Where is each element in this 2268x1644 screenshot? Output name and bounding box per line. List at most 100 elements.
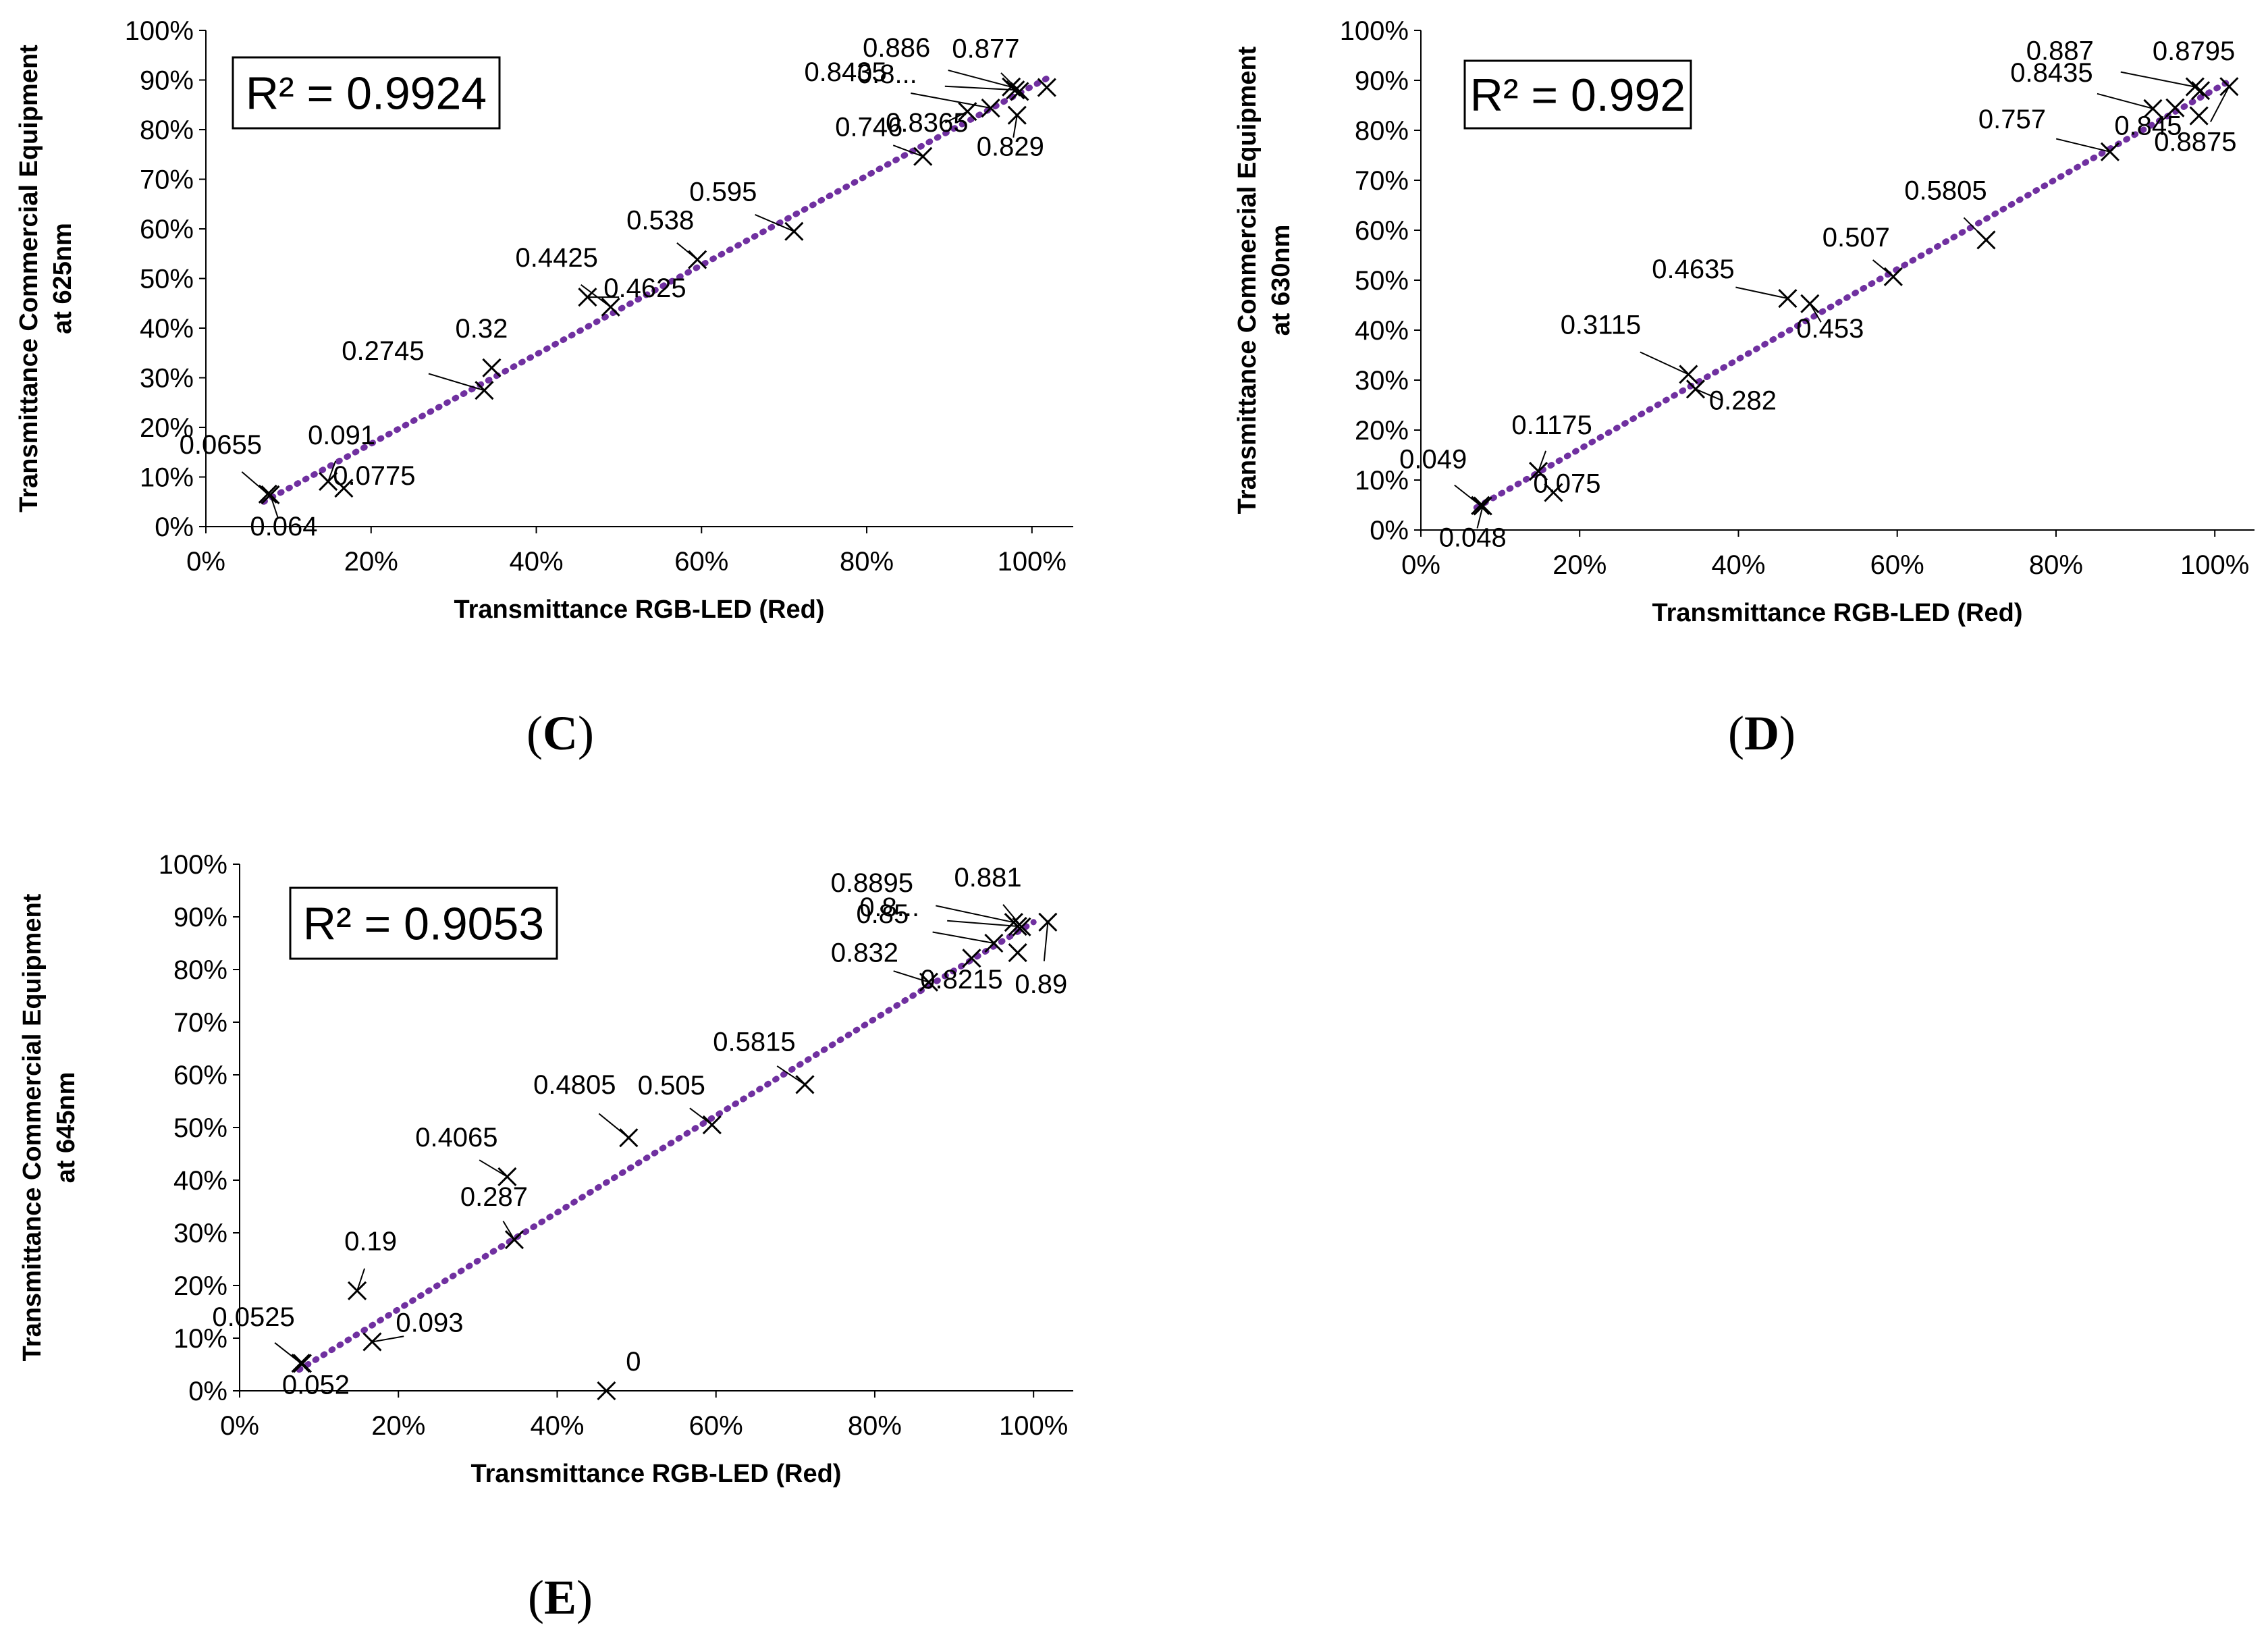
x-tick-label: 0% bbox=[1401, 550, 1440, 580]
y-tick-label: 0% bbox=[155, 512, 194, 542]
y-axis-label: Transmittance Commercial Equipment bbox=[18, 893, 47, 1361]
data-label-leader bbox=[2097, 92, 2153, 109]
panel-label: (E) bbox=[528, 1570, 593, 1624]
data-label: 0.8895 bbox=[831, 868, 913, 898]
y-tick-label: 70% bbox=[140, 165, 194, 195]
data-point bbox=[504, 1230, 524, 1250]
y-tick-label: 90% bbox=[173, 903, 227, 932]
data-label: 0.0655 bbox=[180, 430, 262, 460]
data-label: 0.829 bbox=[977, 132, 1044, 162]
data-label: 0.507 bbox=[1823, 223, 1890, 253]
data-label-leader bbox=[676, 242, 698, 261]
data-label: 0.5805 bbox=[1904, 176, 1987, 205]
y-axis-label-line2: at 625nm bbox=[49, 223, 77, 334]
r-squared-box bbox=[289, 886, 558, 960]
x-axis-label: Transmittance RGB-LED (Red) bbox=[471, 1460, 842, 1488]
data-label-leader bbox=[598, 1113, 629, 1138]
data-point bbox=[1800, 294, 1820, 313]
data-label-leader bbox=[947, 920, 1018, 928]
x-tick-label: 20% bbox=[1552, 550, 1606, 580]
x-tick-label: 80% bbox=[848, 1411, 902, 1441]
x-tick-label: 40% bbox=[1711, 550, 1765, 580]
data-label-leader bbox=[1476, 506, 1484, 529]
data-label-leader bbox=[1002, 904, 1023, 928]
data-label-leader bbox=[1809, 303, 1822, 323]
x-tick-label: 60% bbox=[689, 1411, 743, 1441]
y-axis-label: Transmittance Commercial Equipment bbox=[1233, 46, 1262, 514]
data-label: 0.091 bbox=[308, 421, 375, 450]
y-tick-label: 100% bbox=[159, 850, 227, 880]
data-point bbox=[2189, 106, 2209, 126]
data-point bbox=[475, 381, 494, 400]
data-label: 0.757 bbox=[1978, 105, 2046, 134]
data-label: 0.8... bbox=[859, 893, 919, 922]
data-label: 0.845 bbox=[2114, 111, 2182, 141]
y-tick-label: 60% bbox=[173, 1061, 227, 1090]
data-point bbox=[1544, 483, 1563, 502]
data-label-leader bbox=[479, 1159, 508, 1177]
data-label: 0.064 bbox=[250, 512, 317, 541]
y-tick-label: 40% bbox=[173, 1166, 227, 1196]
data-label: 0.0525 bbox=[212, 1302, 294, 1332]
data-point bbox=[913, 147, 933, 166]
data-label-leader bbox=[1013, 115, 1018, 138]
data-label: 0.887 bbox=[2026, 36, 2094, 66]
data-label-leader bbox=[892, 144, 923, 157]
data-point bbox=[1679, 365, 1698, 384]
y-tick-label: 30% bbox=[1355, 366, 1409, 396]
data-label: 0.89 bbox=[1015, 970, 1067, 999]
data-point bbox=[981, 98, 1000, 118]
panel-label: (D) bbox=[1728, 706, 1796, 760]
y-tick-label: 40% bbox=[1355, 316, 1409, 346]
y-tick-label: 10% bbox=[173, 1324, 227, 1354]
data-label-leader bbox=[1735, 286, 1788, 299]
data-label-leader bbox=[2209, 86, 2230, 122]
data-label: 0.505 bbox=[638, 1071, 705, 1101]
data-point bbox=[601, 297, 620, 317]
data-label-leader bbox=[1695, 388, 1722, 401]
data-label: 0.1175 bbox=[1511, 410, 1592, 440]
x-tick-label: 40% bbox=[509, 547, 563, 577]
data-point bbox=[2143, 99, 2163, 118]
y-tick-label: 80% bbox=[173, 955, 227, 985]
x-tick-label: 20% bbox=[371, 1411, 425, 1441]
data-label-leader bbox=[269, 494, 279, 518]
data-label-leader bbox=[1000, 72, 1021, 92]
data-label-leader bbox=[1454, 484, 1481, 506]
data-point bbox=[348, 1281, 367, 1300]
data-label-leader bbox=[1640, 351, 1689, 375]
data-label-leader bbox=[948, 70, 1012, 88]
y-tick-label: 0% bbox=[1370, 516, 1409, 546]
data-point bbox=[482, 358, 502, 377]
y-axis-label-line2: at 630nm bbox=[1267, 225, 1295, 336]
data-label-leader bbox=[689, 1107, 713, 1125]
y-tick-label: 40% bbox=[140, 314, 194, 344]
data-label-leader bbox=[755, 214, 794, 232]
data-point bbox=[1012, 917, 1031, 936]
data-label: 0.85 bbox=[856, 899, 909, 929]
data-point bbox=[1008, 943, 1027, 963]
data-label: 0.3115 bbox=[1561, 310, 1641, 340]
y-axis-label: Transmittance Commercial Equipment bbox=[15, 45, 43, 512]
data-label: 0.595 bbox=[689, 178, 757, 207]
data-label: 0.052 bbox=[282, 1370, 350, 1400]
chart-panel-E: 0% 10% 20% 30% 40% 50% 60% 70% 80% 90% 100% 0% 20% 40… bbox=[18, 850, 1073, 1624]
data-point bbox=[1685, 379, 1706, 399]
trendline bbox=[261, 74, 1052, 505]
data-label: 0.287 bbox=[460, 1182, 528, 1212]
data-label-leader bbox=[944, 111, 968, 124]
x-tick-label: 100% bbox=[2180, 550, 2249, 580]
data-label: 0.538 bbox=[626, 206, 694, 236]
data-label-leader bbox=[327, 460, 337, 482]
y-tick-label: 80% bbox=[140, 115, 194, 145]
data-label: 0.8435 bbox=[804, 57, 886, 87]
data-label: 0.049 bbox=[1399, 445, 1467, 475]
data-label: 0.4065 bbox=[415, 1123, 497, 1152]
data-label: 0.8795 bbox=[2153, 36, 2235, 66]
data-label: 0.2745 bbox=[342, 336, 424, 366]
y-tick-label: 50% bbox=[140, 265, 194, 294]
r-squared-box bbox=[1463, 59, 1692, 130]
x-tick-label: 100% bbox=[998, 547, 1066, 577]
x-tick-label: 20% bbox=[344, 547, 398, 577]
